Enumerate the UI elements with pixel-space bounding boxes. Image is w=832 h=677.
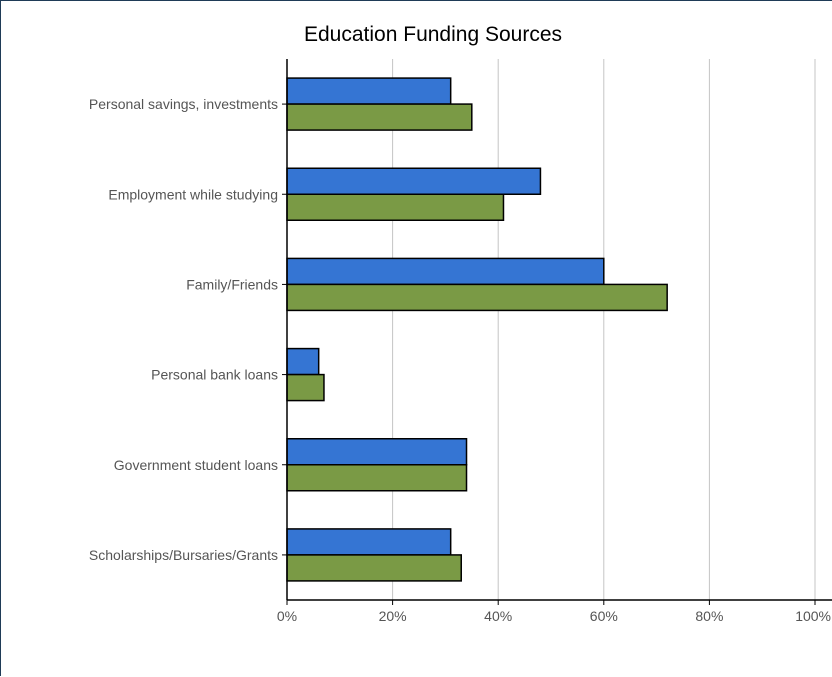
y-tick-label: Government student loans xyxy=(114,457,278,473)
bar xyxy=(286,347,320,376)
bar xyxy=(286,193,505,221)
bar xyxy=(286,283,668,312)
bar xyxy=(286,167,542,195)
bar xyxy=(286,464,468,492)
y-tick-label: Personal savings, investments xyxy=(89,96,278,112)
bar xyxy=(286,103,473,131)
x-tick-label: 0% xyxy=(277,608,297,624)
bar xyxy=(286,257,605,286)
x-tick-label: 100% xyxy=(795,608,831,624)
x-tick-label: 20% xyxy=(379,608,407,624)
axes: Personal savings, investments Employment … xyxy=(89,59,832,624)
bar xyxy=(286,373,325,402)
y-tick-label: Employment while studying xyxy=(108,186,278,202)
chart-title: Education Funding Sources xyxy=(304,23,562,46)
bar xyxy=(286,438,468,466)
bars xyxy=(286,77,668,582)
x-tick-label: 40% xyxy=(484,608,512,624)
gridlines xyxy=(392,59,816,600)
x-tick-label: 60% xyxy=(590,608,618,624)
bar xyxy=(286,77,452,105)
y-tick-label: Personal bank loans xyxy=(151,367,278,383)
y-tick-label: Family/Friends xyxy=(186,276,278,292)
bar xyxy=(286,554,462,582)
x-tick-label: 80% xyxy=(695,608,723,624)
y-tick-label: Scholarships/Bursaries/Grants xyxy=(89,547,278,563)
bar xyxy=(286,528,452,556)
